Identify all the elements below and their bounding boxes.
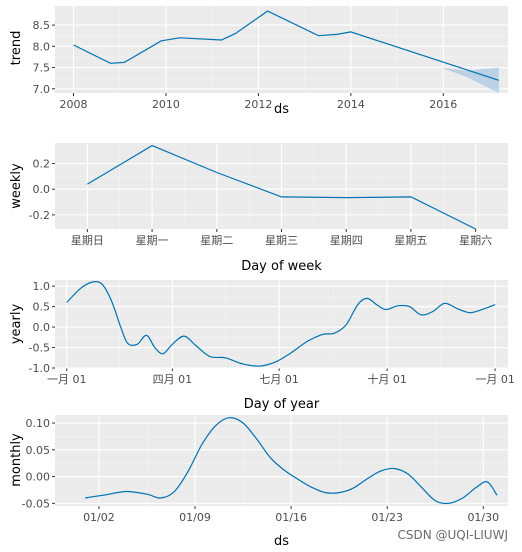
chart-panel-weekly: 星期日 星期一 星期二 星期三 星期四 星期五 星期六 -0.2 0.0 0.2 Day of we…: [9, 143, 508, 274]
y-tick-label: 0.5: [33, 301, 51, 314]
uncertainty-band: [443, 67, 499, 93]
x-axis-title: Day of week: [241, 259, 322, 274]
y-axis-title: monthly: [9, 433, 24, 487]
y-tick-label: 0.0: [33, 321, 51, 334]
x-tick-label: 2014: [337, 98, 365, 111]
x-axis-title: ds: [274, 534, 289, 549]
y-tick-label: 8.0: [33, 40, 51, 53]
series-line-trend: [73, 10, 499, 81]
x-tick-label: 四月 01: [153, 373, 193, 386]
x-tick-label: 01/16: [275, 511, 307, 524]
x-tick-label: 一月 01: [47, 373, 87, 386]
x-tick-label: 星期五: [394, 234, 427, 247]
y-tick-label: 0.05: [26, 444, 51, 457]
x-tick-label: 一月 01: [475, 373, 515, 386]
chart-panel-yearly: 一月 01 四月 01 七月 01 十月 01 一月 01-1.0-0.50.00.51…: [9, 280, 515, 412]
y-tick-label: 7.0: [33, 83, 51, 96]
x-axis-title: ds: [274, 102, 289, 117]
x-tick-label: 星期一: [136, 234, 169, 247]
panel-background: [55, 415, 508, 506]
y-tick-label: 8.5: [33, 19, 51, 32]
x-tick-label: 星期六: [459, 234, 492, 247]
x-axis-title: Day of year: [244, 397, 320, 412]
y-tick-label: 0.00: [26, 471, 51, 484]
x-tick-label: 2016: [429, 98, 457, 111]
chart-panel-monthly: 01/02 01/09 01/16 01/23 01/30 -0.05 0.00 0.05 0.…: [9, 415, 508, 549]
x-tick-label: 2010: [152, 98, 180, 111]
y-tick-label: -0.5: [29, 342, 50, 355]
x-tick-label: 01/09: [179, 511, 211, 524]
x-tick-label: 2008: [59, 98, 87, 111]
panel-background: [55, 280, 508, 368]
x-tick-label: 星期日: [71, 234, 104, 247]
y-tick-label: -0.05: [22, 497, 50, 510]
y-axis-title: yearly: [9, 304, 24, 345]
panel-background: [55, 6, 508, 93]
series-line-yearly: [66, 280, 496, 367]
series-line-monthly: [85, 417, 498, 505]
chart-panel-trend: 2008 2010 2012 2014 2016 7.0 7.5 8.0 8.5 ds trend: [9, 6, 508, 117]
x-tick-label: 01/02: [83, 511, 115, 524]
y-tick-label: 0.10: [26, 417, 51, 430]
series-line-weekly: [87, 144, 476, 230]
x-tick-label: 星期三: [265, 234, 298, 247]
y-tick-label: -0.2: [29, 209, 50, 222]
y-tick-label: 0.2: [33, 158, 51, 171]
x-tick-label: 十月 01: [367, 372, 407, 386]
x-tick-label: 七月 01: [259, 373, 299, 386]
x-tick-label: 星期四: [330, 234, 363, 247]
x-tick-label: 2012: [244, 98, 272, 111]
x-tick-label: 01/30: [467, 511, 499, 524]
y-axis-title: weekly: [9, 163, 24, 209]
y-tick-label: 7.5: [33, 62, 51, 75]
y-tick-label: 1.0: [33, 280, 51, 293]
x-tick-label: 01/23: [371, 511, 403, 524]
y-tick-label: 0.0: [33, 183, 51, 196]
y-axis-title: trend: [9, 31, 24, 66]
x-tick-label: 星期二: [200, 234, 233, 247]
y-tick-label: -1.0: [29, 362, 50, 375]
